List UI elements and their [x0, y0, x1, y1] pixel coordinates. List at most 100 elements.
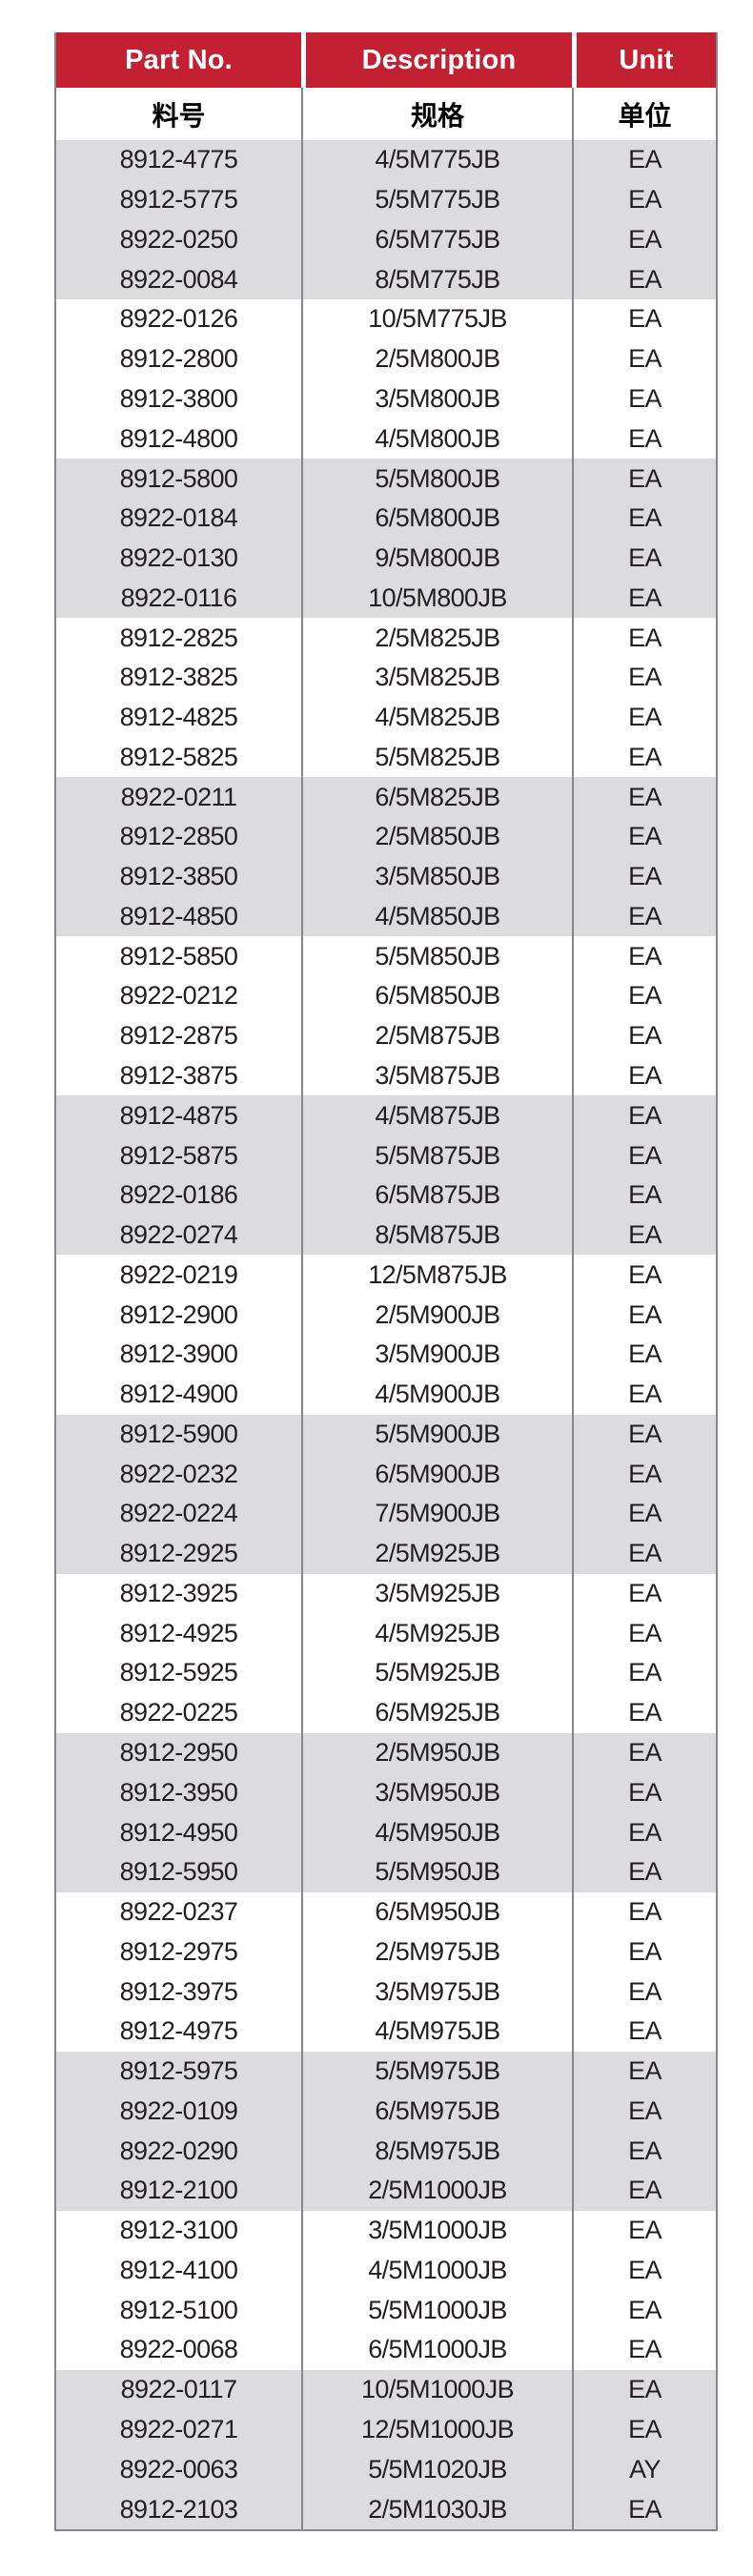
part-no-cell: 8912-4850 [119, 901, 238, 930]
column-header-description: Description [301, 32, 572, 88]
table-row: 8912-5825 5/5M825JB EA [56, 737, 716, 778]
unit-cell: EA [572, 338, 716, 379]
unit-cell: EA [572, 1334, 716, 1375]
unit-cell: EA [572, 856, 716, 897]
table-row: 8912-5800 5/5M800JB EA [56, 459, 716, 499]
unit-cell: EA [572, 1414, 716, 1455]
part-no-cell: 8912-2100 [119, 2176, 238, 2205]
part-no-cell: 8922-0224 [119, 1499, 238, 1528]
table-row: 8922-0219 12/5M875JB EA [56, 1255, 716, 1296]
unit-cell: EA [572, 419, 716, 460]
description-cell: 3/5M1000JB [301, 2210, 572, 2251]
description-cell: 3/5M800JB [301, 378, 572, 419]
part-no-cell: 8912-3875 [119, 1060, 238, 1090]
part-no-cell: 8912-3950 [119, 1777, 238, 1807]
table-row: 8922-0290 8/5M975JB EA [56, 2131, 716, 2172]
description-cell: 2/5M800JB [301, 338, 572, 379]
description-cell: 2/5M900JB [301, 1295, 572, 1335]
description-cell: 2/5M950JB [301, 1732, 572, 1773]
unit-cell: EA [572, 1255, 716, 1296]
description-cell: 5/5M1000JB [301, 2290, 572, 2331]
unit-cell: EA [572, 179, 716, 220]
part-no-cell: 8912-2103 [119, 2494, 238, 2524]
table-row: 8912-4800 4/5M800JB EA [56, 419, 716, 460]
part-no-cell: 8922-0232 [119, 1459, 238, 1488]
part-no-cell: 8922-0212 [119, 981, 238, 1011]
part-no-cell: 8912-3800 [119, 383, 238, 413]
column-header-unit: Unit [572, 32, 716, 88]
unit-cell: EA [572, 2131, 716, 2172]
unit-cell: EA [572, 1215, 716, 1256]
unit-cell: EA [572, 578, 716, 619]
table-row: 8912-5925 5/5M925JB EA [56, 1653, 716, 1693]
description-cell: 6/5M900JB [301, 1454, 572, 1495]
description-cell: 2/5M975JB [301, 1932, 572, 1973]
table-row: 8912-4825 4/5M825JB EA [56, 697, 716, 738]
table-row: 8922-0063 5/5M1020JB AY [56, 2449, 716, 2490]
unit-cell: EA [572, 2489, 716, 2529]
table-row: 8912-5975 5/5M975JB EA [56, 2051, 716, 2092]
part-no-cell: 8922-0290 [119, 2136, 238, 2165]
unit-cell: EA [572, 737, 716, 778]
part-no-cell: 8912-5825 [119, 742, 238, 771]
table-row: 8922-0109 6/5M975JB EA [56, 2091, 716, 2132]
description-cell: 3/5M875JB [301, 1055, 572, 1096]
part-no-cell: 8912-4950 [119, 1817, 238, 1847]
description-cell: 10/5M775JB [301, 299, 572, 339]
description-cell: 4/5M975JB [301, 2011, 572, 2052]
description-cell: 6/5M1000JB [301, 2330, 572, 2370]
unit-cell: EA [572, 1295, 716, 1335]
table-row: 8922-0117 10/5M1000JB EA [56, 2369, 716, 2410]
table-row: 8912-3825 3/5M825JB EA [56, 657, 716, 698]
table-body: 8912-4775 4/5M775JB EA 8912-5775 5/5M775… [56, 140, 716, 2529]
part-no-cell: 8922-0211 [120, 782, 237, 811]
unit-cell: EA [572, 2171, 716, 2211]
table-row: 8912-3850 3/5M850JB EA [56, 856, 716, 897]
table-row: 8922-0126 10/5M775JB EA [56, 299, 716, 339]
table-subheader-row: 料号 规格 单位 [56, 88, 716, 140]
table-row: 8922-0184 6/5M800JB EA [56, 498, 716, 539]
table-row: 8922-0084 8/5M775JB EA [56, 259, 716, 300]
unit-cell: EA [572, 1772, 716, 1813]
unit-cell: EA [572, 1812, 716, 1852]
table-row: 8912-2925 2/5M925JB EA [56, 1533, 716, 1574]
table-row: 8912-2103 2/5M1030JB EA [56, 2489, 716, 2529]
part-no-cell: 8922-0225 [119, 1698, 238, 1728]
unit-cell: EA [572, 1494, 716, 1534]
unit-cell: EA [572, 1692, 716, 1733]
part-no-cell: 8922-0109 [119, 2096, 238, 2125]
part-no-cell: 8912-3850 [119, 862, 238, 891]
part-no-cell: 8922-0116 [120, 583, 237, 612]
description-cell: 9/5M800JB [301, 538, 572, 579]
table-row: 8912-2875 2/5M875JB EA [56, 1015, 716, 1056]
description-cell: 4/5M950JB [301, 1812, 572, 1852]
table-row: 8912-4875 4/5M875JB EA [56, 1095, 716, 1136]
table-row: 8912-5875 5/5M875JB EA [56, 1135, 716, 1176]
unit-cell: EA [572, 378, 716, 419]
table-row: 8912-4850 4/5M850JB EA [56, 896, 716, 937]
table-row: 8922-0232 6/5M900JB EA [56, 1454, 716, 1495]
unit-cell: EA [572, 936, 716, 977]
description-cell: 3/5M825JB [301, 657, 572, 698]
description-cell: 4/5M875JB [301, 1095, 572, 1136]
part-no-cell: 8912-5850 [119, 941, 238, 971]
part-no-cell: 8912-2825 [119, 623, 238, 652]
description-cell: 4/5M925JB [301, 1613, 572, 1654]
part-no-cell: 8912-5875 [119, 1140, 238, 1170]
description-cell: 5/5M800JB [301, 459, 572, 499]
table-row: 8912-5850 5/5M850JB EA [56, 936, 716, 977]
part-no-cell: 8922-0250 [119, 224, 238, 254]
unit-cell: EA [572, 299, 716, 339]
unit-cell: EA [572, 697, 716, 738]
table-row: 8912-2900 2/5M900JB EA [56, 1295, 716, 1335]
unit-cell: EA [572, 1891, 716, 1932]
unit-cell: EA [572, 976, 716, 1016]
column-header-part-no: Part No. [56, 32, 301, 88]
table-row: 8922-0237 6/5M950JB EA [56, 1891, 716, 1932]
description-cell: 6/5M925JB [301, 1692, 572, 1733]
table-row: 8922-0116 10/5M800JB EA [56, 578, 716, 619]
description-cell: 4/5M1000JB [301, 2250, 572, 2291]
table-row: 8912-2850 2/5M850JB EA [56, 817, 716, 857]
table-row: 8912-5950 5/5M950JB EA [56, 1851, 716, 1892]
description-cell: 4/5M825JB [301, 697, 572, 738]
